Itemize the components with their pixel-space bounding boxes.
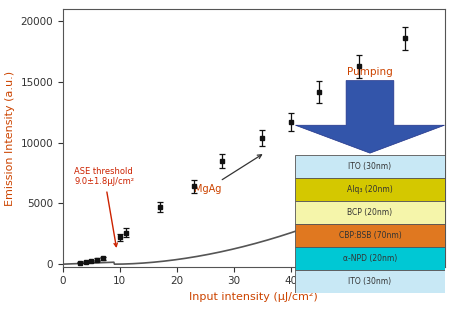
Text: Alq₃ (20nm): Alq₃ (20nm) (347, 185, 393, 194)
Bar (295, 155, 445, 178)
Text: ASE threshold
9.0±1.8μJ/cm²: ASE threshold 9.0±1.8μJ/cm² (74, 167, 134, 246)
Text: MgAg: MgAg (194, 155, 262, 194)
Bar (295, 178, 445, 201)
Polygon shape (295, 81, 445, 153)
Y-axis label: Emission Intensity (a.u.): Emission Intensity (a.u.) (5, 70, 15, 206)
Bar (295, 201, 445, 224)
Text: Pumping: Pumping (347, 67, 393, 77)
Bar (295, 270, 445, 293)
X-axis label: Input intensity (μJ/cm²): Input intensity (μJ/cm²) (189, 292, 318, 302)
Text: α-NPD (20nm): α-NPD (20nm) (343, 254, 397, 263)
Text: BCP (20nm): BCP (20nm) (348, 208, 392, 217)
Bar (295, 224, 445, 247)
Bar (295, 247, 445, 270)
Text: ITO (30nm): ITO (30nm) (348, 162, 392, 171)
Text: CBP:BSB (70nm): CBP:BSB (70nm) (339, 231, 401, 240)
Text: ITO (30nm): ITO (30nm) (348, 277, 392, 286)
